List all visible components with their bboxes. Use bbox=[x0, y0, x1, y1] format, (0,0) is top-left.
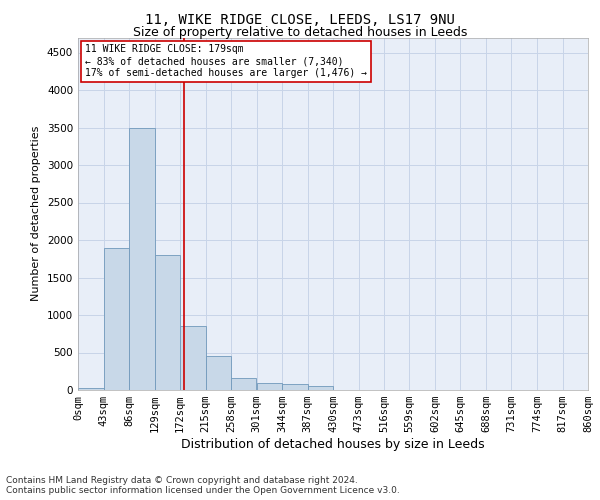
Text: Contains HM Land Registry data © Crown copyright and database right 2024.
Contai: Contains HM Land Registry data © Crown c… bbox=[6, 476, 400, 495]
Bar bbox=[282, 384, 308, 390]
Bar bbox=[308, 386, 333, 390]
Bar bbox=[231, 378, 256, 390]
Text: 11, WIKE RIDGE CLOSE, LEEDS, LS17 9NU: 11, WIKE RIDGE CLOSE, LEEDS, LS17 9NU bbox=[145, 12, 455, 26]
Text: Size of property relative to detached houses in Leeds: Size of property relative to detached ho… bbox=[133, 26, 467, 39]
Bar bbox=[104, 248, 129, 390]
Bar bbox=[205, 356, 231, 390]
Text: 11 WIKE RIDGE CLOSE: 179sqm
← 83% of detached houses are smaller (7,340)
17% of : 11 WIKE RIDGE CLOSE: 179sqm ← 83% of det… bbox=[85, 44, 367, 78]
Bar bbox=[180, 326, 205, 390]
Bar bbox=[129, 128, 155, 390]
X-axis label: Distribution of detached houses by size in Leeds: Distribution of detached houses by size … bbox=[181, 438, 485, 451]
Bar bbox=[155, 255, 180, 390]
Y-axis label: Number of detached properties: Number of detached properties bbox=[31, 126, 41, 302]
Bar bbox=[78, 388, 104, 390]
Bar bbox=[257, 382, 282, 390]
